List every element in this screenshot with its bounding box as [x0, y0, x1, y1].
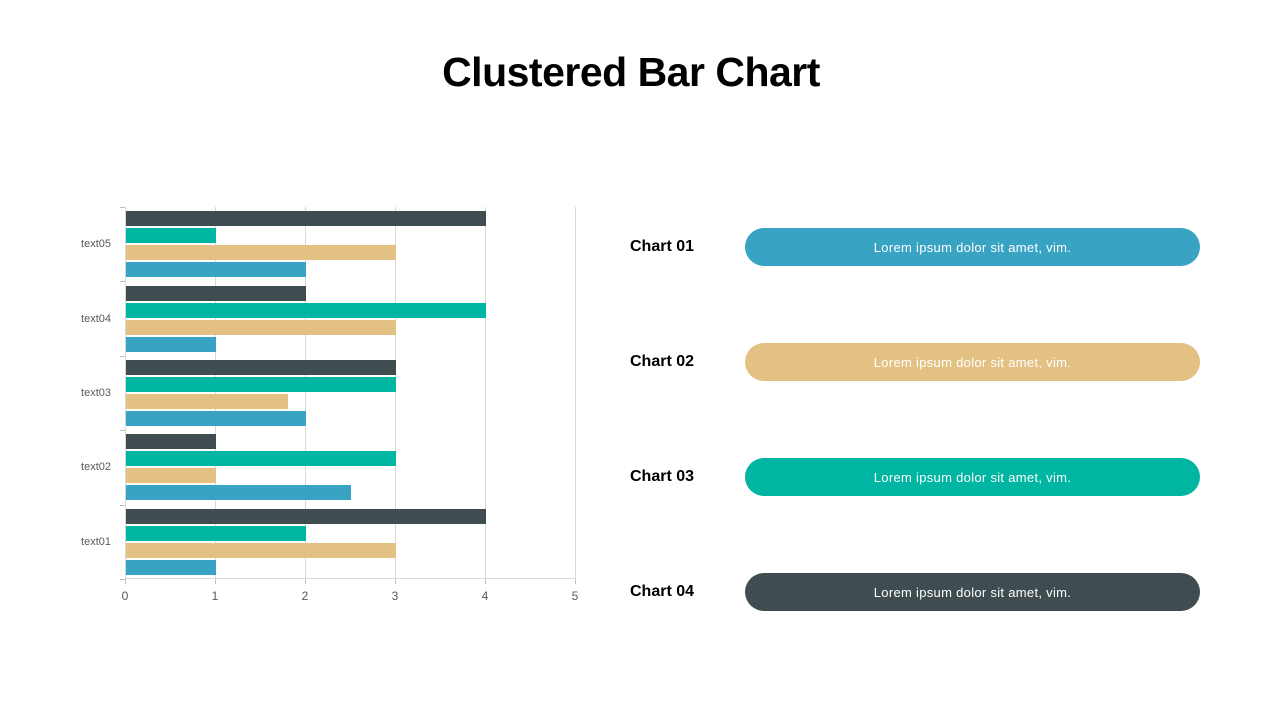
x-axis-tick: [215, 579, 216, 584]
category-label-text04: text04: [81, 312, 111, 325]
gridline-x4: [485, 207, 486, 584]
legend-label-chart03: Chart 03: [630, 468, 695, 485]
y-axis-tick: [120, 504, 125, 506]
y-axis-tick: [120, 207, 125, 208]
legend-row-chart04: Chart 04 Lorem ipsum dolor sit amet, vim…: [630, 573, 1202, 611]
legend-pill-chart01: Lorem ipsum dolor sit amet, vim.: [745, 228, 1200, 266]
x-axis-tick: [395, 579, 396, 584]
bar-group-text03: [126, 356, 575, 430]
legend-pill-chart03: Lorem ipsum dolor sit amet, vim.: [745, 458, 1200, 496]
y-axis-tick: [120, 281, 125, 283]
legend-row-chart03: Chart 03 Lorem ipsum dolor sit amet, vim…: [630, 458, 1202, 496]
gridline-x1: [215, 207, 216, 584]
category-label-text01: text01: [81, 535, 111, 548]
x-axis-tick: [125, 579, 126, 584]
bar-text02-chart04: [126, 434, 216, 450]
bar-text04-chart03: [126, 302, 486, 318]
bar-text03-chart02: [126, 393, 288, 409]
legend-pill-text: Lorem ipsum dolor sit amet, vim.: [873, 239, 1072, 255]
legend-pill-text: Lorem ipsum dolor sit amet, vim.: [873, 354, 1072, 370]
legend-row-chart01: Chart 01 Lorem ipsum dolor sit amet, vim…: [630, 228, 1202, 266]
y-axis-tick: [120, 579, 125, 580]
legend-pill-chart04: Lorem ipsum dolor sit amet, vim.: [745, 573, 1200, 611]
bar-text01-chart04: [126, 508, 486, 524]
legend-pill-chart02: Lorem ipsum dolor sit amet, vim.: [745, 343, 1200, 381]
legend-panel: Chart 01 Lorem ipsum dolor sit amet, vim…: [630, 228, 1202, 688]
x-axis-label-2: 2: [301, 589, 309, 603]
x-axis-line: [125, 578, 576, 579]
bar-text02-chart03: [126, 451, 396, 467]
bar-group-text01: [126, 505, 575, 579]
bar-text02-chart02: [126, 468, 216, 484]
y-axis-tick: [120, 355, 125, 357]
x-axis-tick: [485, 579, 486, 584]
bar-group-text05: [126, 207, 575, 281]
bar-text05-chart04: [126, 211, 486, 227]
bar-group-text02: [126, 430, 575, 504]
bar-text01-chart01: [126, 559, 216, 575]
x-axis-tick: [305, 579, 306, 584]
legend-label-chart02: Chart 02: [630, 353, 695, 370]
legend-label-chart01: Chart 01: [630, 238, 695, 255]
x-axis-label-0: 0: [121, 589, 129, 603]
bar-text03-chart03: [126, 376, 396, 392]
gridline-x2: [305, 207, 306, 584]
bar-text04-chart04: [126, 285, 306, 301]
gridline-x5: [575, 207, 576, 584]
y-axis-tick: [120, 430, 125, 432]
bar-text01-chart03: [126, 525, 306, 541]
x-axis-label-4: 4: [481, 589, 489, 603]
bar-text05-chart02: [126, 245, 396, 261]
clustered-bar-chart: 0 1 2 3 4 5 text05 text04 text03 text02 text01: [81, 207, 578, 603]
legend-row-chart02: Chart 02 Lorem ipsum dolor sit amet, vim…: [630, 343, 1202, 381]
category-label-text02: text02: [81, 461, 111, 474]
gridline-x3: [395, 207, 396, 584]
bar-text05-chart03: [126, 228, 216, 244]
category-label-text05: text05: [81, 238, 111, 251]
category-label-text03: text03: [81, 387, 111, 399]
x-axis-tick: [575, 579, 576, 584]
bar-text05-chart01: [126, 262, 306, 278]
bar-group-text04: [126, 281, 575, 355]
page-title: Clustered Bar Chart: [442, 49, 820, 95]
legend-pill-text: Lorem ipsum dolor sit amet, vim.: [873, 584, 1072, 600]
bar-text03-chart04: [126, 359, 396, 375]
legend-pill-text: Lorem ipsum dolor sit amet, vim.: [873, 469, 1072, 485]
bar-text03-chart01: [126, 410, 306, 426]
bar-text01-chart02: [126, 542, 396, 558]
x-axis-label-3: 3: [391, 589, 399, 603]
bar-text04-chart01: [126, 336, 216, 352]
x-axis-label-5: 5: [571, 589, 579, 603]
x-axis-label-1: 1: [211, 589, 219, 603]
gridline-x0: [125, 207, 126, 584]
legend-label-chart04: Chart 04: [630, 583, 695, 600]
bar-text04-chart02: [126, 319, 396, 335]
bar-text02-chart01: [126, 485, 351, 501]
